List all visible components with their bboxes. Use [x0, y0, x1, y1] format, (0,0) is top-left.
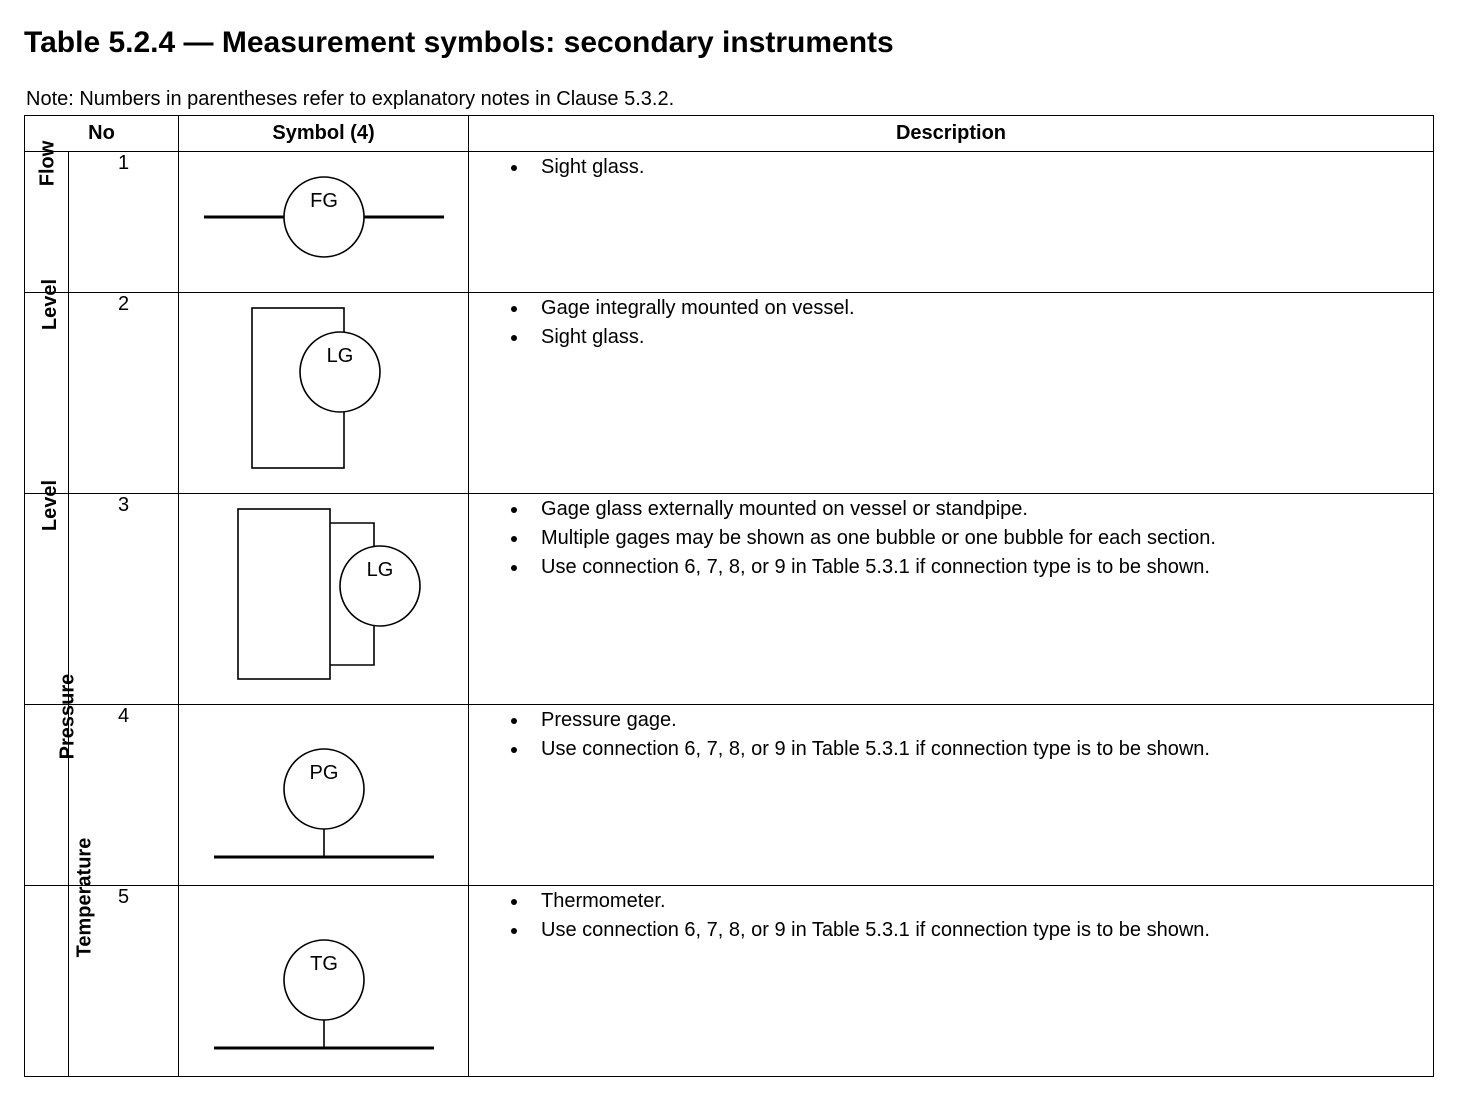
category-label: Temperature — [73, 838, 96, 958]
description-item: Use connection 6, 7, 8, or 9 in Table 5.… — [529, 736, 1433, 763]
table-note: Note: Numbers in parentheses refer to ex… — [26, 88, 1460, 111]
table-row: Pressure4PGPressure gage.Use connection … — [25, 705, 1434, 886]
description-item: Sight glass. — [529, 324, 1433, 351]
svg-text:TG: TG — [310, 953, 338, 975]
symbol-cell: FG — [179, 152, 469, 293]
category-label: Pressure — [56, 674, 79, 760]
description-list: Pressure gage.Use connection 6, 7, 8, or… — [469, 707, 1433, 763]
description-list: Thermometer.Use connection 6, 7, 8, or 9… — [469, 888, 1433, 944]
category-cell: Temperature — [25, 886, 69, 1077]
svg-text:LG: LG — [366, 559, 393, 581]
table-title: Table 5.2.4 — Measurement symbols: secon… — [24, 26, 1460, 60]
description-item: Gage integrally mounted on vessel. — [529, 295, 1433, 322]
description-item: Pressure gage. — [529, 707, 1433, 734]
table-row: Flow1 FG Sight glass. — [25, 152, 1434, 293]
category-label: Flow — [36, 141, 59, 187]
description-item: Thermometer. — [529, 888, 1433, 915]
category-cell: Level — [25, 293, 69, 494]
category-cell: Pressure — [25, 705, 69, 886]
header-description: Description — [469, 116, 1434, 152]
instrument-table: No Symbol (4) Description Flow1FGSight g… — [24, 115, 1434, 1077]
header-symbol: Symbol (4) — [179, 116, 469, 152]
category-label: Level — [39, 279, 62, 330]
table-header-row: No Symbol (4) Description — [25, 116, 1434, 152]
description-item: Gage glass externally mounted on vessel … — [529, 496, 1433, 523]
symbol-cell: PG — [179, 705, 469, 886]
symbol-cell: LG — [179, 293, 469, 494]
svg-text:LG: LG — [326, 345, 353, 367]
svg-text:FG: FG — [310, 190, 338, 212]
category-label: Level — [39, 480, 62, 531]
symbol-cell: LG — [179, 494, 469, 705]
description-item: Use connection 6, 7, 8, or 9 in Table 5.… — [529, 917, 1433, 944]
table-row: Level3LGGage glass externally mounted on… — [25, 494, 1434, 705]
symbol-cell: TG — [179, 886, 469, 1077]
description-cell: Gage integrally mounted on vessel.Sight … — [469, 293, 1434, 494]
number-cell: 1 — [69, 152, 179, 293]
description-cell: Gage glass externally mounted on vessel … — [469, 494, 1434, 705]
svg-text:PG: PG — [309, 762, 338, 784]
description-item: Multiple gages may be shown as one bubbl… — [529, 525, 1433, 552]
number-cell: 2 — [69, 293, 179, 494]
description-cell: Thermometer.Use connection 6, 7, 8, or 9… — [469, 886, 1434, 1077]
description-list: Gage integrally mounted on vessel.Sight … — [469, 295, 1433, 351]
number-cell: 3 — [69, 494, 179, 705]
table-row: Level2 LG Gage integrally mounted on vesse… — [25, 293, 1434, 494]
description-list: Gage glass externally mounted on vessel … — [469, 496, 1433, 581]
category-cell: Flow — [25, 152, 69, 293]
description-cell: Pressure gage.Use connection 6, 7, 8, or… — [469, 705, 1434, 886]
description-item: Sight glass. — [529, 154, 1433, 181]
description-item: Use connection 6, 7, 8, or 9 in Table 5.… — [529, 554, 1433, 581]
description-list: Sight glass. — [469, 154, 1433, 181]
description-cell: Sight glass. — [469, 152, 1434, 293]
table-row: Temperature5TGThermometer.Use connection… — [25, 886, 1434, 1077]
